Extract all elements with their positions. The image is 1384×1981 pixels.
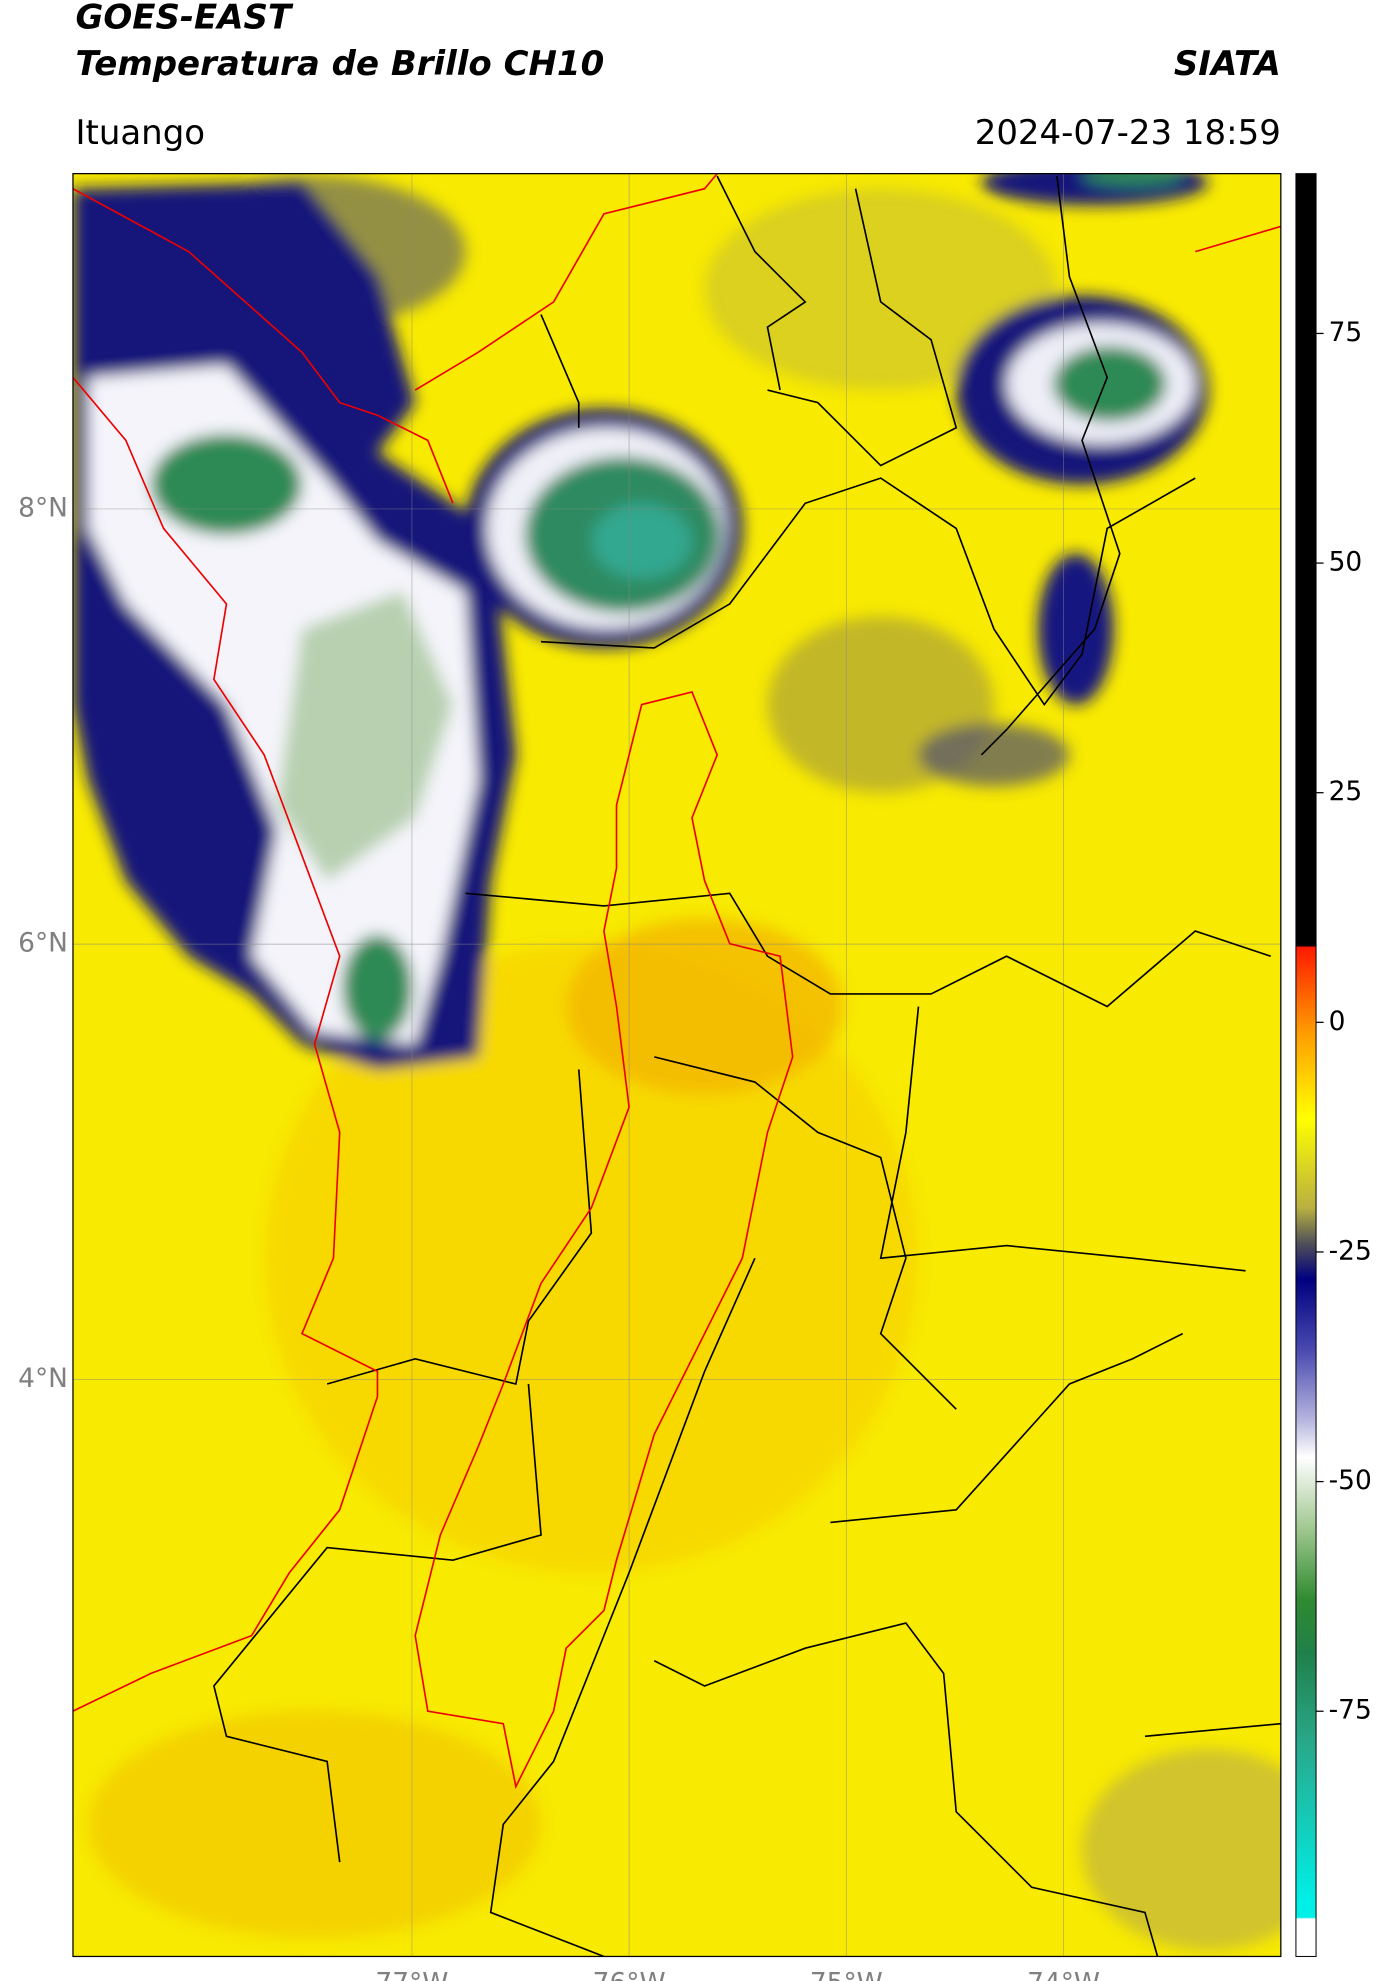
- grid: [72, 173, 1281, 1957]
- timestamp: 2024-07-23 18:59: [975, 113, 1281, 153]
- lat-tick-label: 4°N: [18, 1363, 68, 1394]
- colorbar-tick-label: -75: [1329, 1695, 1372, 1726]
- colorbar-tick-label: 25: [1329, 776, 1363, 807]
- colorbar-tick-label: -50: [1329, 1465, 1372, 1496]
- lon-tick-label: 76°W: [593, 1968, 666, 1981]
- lat-tick-label: 6°N: [18, 928, 68, 959]
- satellite-image: [72, 173, 1281, 1957]
- satellite: GOES-EAST: [75, 0, 293, 37]
- brand: SIATA: [1174, 44, 1281, 84]
- lon-tick-label: 77°W: [375, 1968, 448, 1981]
- colorbar-tick-label: 75: [1329, 317, 1363, 348]
- lon-tick-label: 74°W: [1027, 1968, 1100, 1981]
- lon-tick-label: 75°W: [810, 1968, 883, 1981]
- colorbar-tick-label: 50: [1329, 547, 1363, 578]
- product: Temperatura de Brillo CH10: [75, 44, 604, 84]
- colorbar-tick-label: 0: [1329, 1006, 1346, 1037]
- colorbar-tick-label: -25: [1329, 1235, 1372, 1266]
- colorbar: [1295, 173, 1317, 1957]
- map-frame: [72, 172, 1282, 1958]
- lat-tick-label: 8°N: [18, 492, 68, 523]
- location: Ituango: [75, 113, 205, 153]
